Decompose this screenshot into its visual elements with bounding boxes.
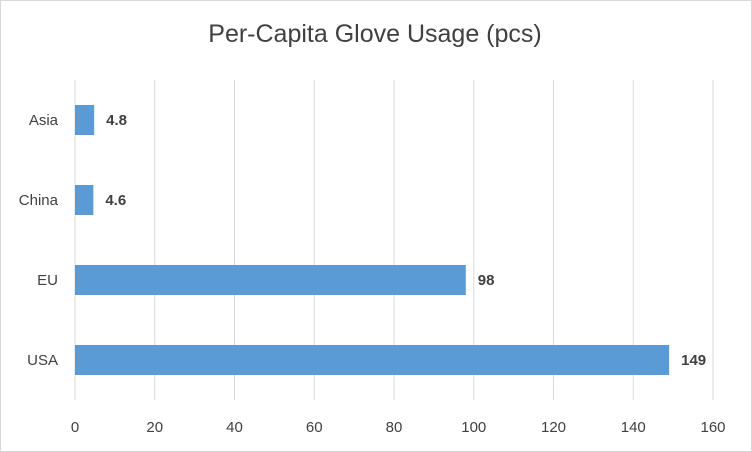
data-label: 98 [478, 272, 495, 289]
x-tick-label: 160 [700, 419, 725, 436]
category-label: China [19, 192, 59, 209]
category-label: EU [37, 272, 58, 289]
data-label: 4.8 [106, 112, 127, 129]
x-tick-label: 40 [226, 419, 243, 436]
labels: 0 20 40 60 80 100 120 140 160 Asia 4.8 China 4.6 EU 98… [19, 112, 726, 436]
bar [75, 185, 94, 215]
data-label: 4.6 [105, 192, 126, 209]
x-tick-label: 20 [146, 419, 163, 436]
category-label: Asia [29, 112, 59, 129]
x-tick-label: 60 [306, 419, 323, 436]
data-label: 149 [681, 352, 706, 369]
bars [75, 105, 670, 375]
category-label: USA [27, 352, 58, 369]
x-tick-label: 120 [541, 419, 566, 436]
chart-title: Per-Capita Glove Usage (pcs) [208, 20, 542, 48]
bar [75, 105, 95, 135]
x-tick-label: 80 [386, 419, 403, 436]
x-tick-label: 140 [621, 419, 646, 436]
x-tick-label: 100 [461, 419, 486, 436]
bar [75, 345, 670, 375]
x-tick-label: 0 [71, 419, 79, 436]
bar [75, 265, 466, 295]
